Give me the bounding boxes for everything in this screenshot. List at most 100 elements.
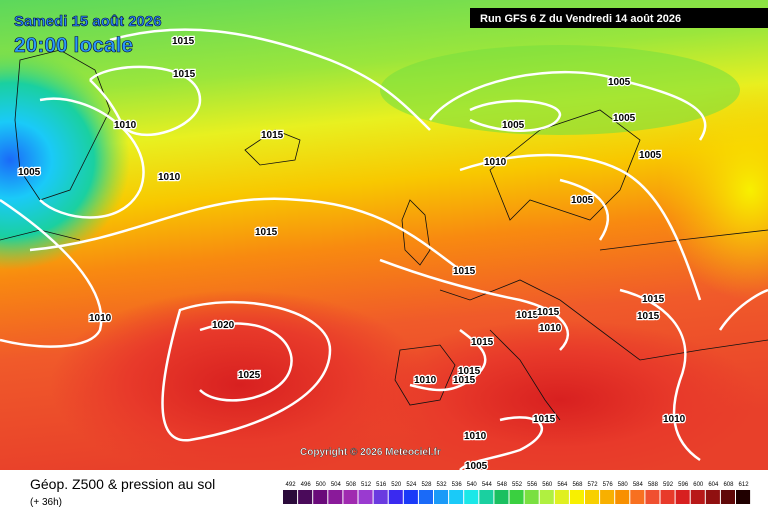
colorbar-label: 528 (421, 482, 432, 488)
colorbar-swatch (630, 490, 645, 504)
colorbar-label: 496 (301, 482, 312, 488)
colorbar-swatch (615, 490, 630, 504)
colorbar-label: 600 (693, 482, 704, 488)
isobar-label: 1015 (255, 227, 278, 238)
colorbar-label: 512 (361, 482, 372, 488)
colorbar-swatch (434, 490, 449, 504)
isobar-label: 1005 (18, 167, 41, 178)
colorbar-swatch (403, 490, 418, 504)
colorbar-label: 492 (286, 482, 297, 488)
run-info: Run GFS 6 Z du Vendredi 14 août 2026 (480, 13, 681, 25)
date-label: Samedi 15 août 2026 (14, 13, 162, 30)
isobar-label: 1015 (642, 294, 665, 305)
colorbar-swatch (388, 490, 403, 504)
colorbar-swatch (283, 490, 298, 504)
colorbar-swatch (736, 490, 751, 504)
isobar-label: 1010 (414, 375, 437, 386)
isobar-label: 1005 (608, 77, 631, 88)
colorbar-label: 532 (437, 482, 448, 488)
colorbar-swatch (524, 490, 539, 504)
colorbar-swatch (328, 490, 343, 504)
isobar-label: 1015 (172, 36, 195, 47)
isobar-label: 1015 (516, 310, 539, 321)
colorbar-label: 564 (557, 482, 568, 488)
isobar-label: 1005 (465, 461, 488, 472)
colorbar-swatch (539, 490, 554, 504)
colorbar-label: 544 (482, 482, 493, 488)
colorbar-label: 556 (527, 482, 538, 488)
colorbar-label: 500 (316, 482, 327, 488)
isobar-label: 1015 (471, 337, 494, 348)
copyright: Copyright © 2026 Meteociel.fr (300, 447, 441, 458)
colorbar-swatch (705, 490, 720, 504)
colorbar-label: 580 (618, 482, 629, 488)
colorbar-swatch (600, 490, 615, 504)
colorbar-swatch (343, 490, 358, 504)
colorbar-label: 508 (346, 482, 357, 488)
isobar-label: 1020 (212, 320, 235, 331)
isobar-label: 1010 (663, 414, 686, 425)
colorbar-label: 608 (723, 482, 734, 488)
colorbar-swatch (554, 490, 569, 504)
footer-lead: (+ 36h) (30, 497, 62, 508)
isobar-label: 1025 (238, 370, 261, 381)
colorbar-label: 604 (708, 482, 719, 488)
colorbar-label: 520 (391, 482, 402, 488)
colorbar-swatch (464, 490, 479, 504)
map-background (0, 0, 768, 480)
colorbar-label: 548 (497, 482, 508, 488)
colorbar-swatch (660, 490, 675, 504)
colorbar-label: 612 (739, 482, 750, 488)
colorbar-swatch (418, 490, 433, 504)
colorbar-swatch (298, 490, 313, 504)
isobar-label: 1015 (537, 307, 560, 318)
colorbar-swatch (479, 490, 494, 504)
colorbar-swatch (675, 490, 690, 504)
colorbar-label: 568 (572, 482, 583, 488)
colorbar-swatch (358, 490, 373, 504)
colorbar-swatch (585, 490, 600, 504)
isobar-label: 1015 (453, 375, 476, 386)
isobar-label: 1015 (637, 311, 660, 322)
colorbar-label: 560 (542, 482, 553, 488)
colorbar-label: 540 (467, 482, 478, 488)
colorbar-swatch (720, 490, 735, 504)
footer-title: Géop. Z500 & pression au sol (30, 476, 215, 492)
isobar-label: 1005 (639, 150, 662, 161)
isobar-label: 1010 (158, 172, 181, 183)
isobar-label: 1015 (453, 266, 476, 277)
colorbar-swatch (569, 490, 584, 504)
isobar-label: 1005 (613, 113, 636, 124)
isobar-label: 1015 (458, 366, 481, 377)
isobar-label: 1010 (539, 323, 562, 334)
colorbar-label: 516 (376, 482, 387, 488)
colorbar-label: 524 (406, 482, 417, 488)
isobar-label: 1010 (464, 431, 487, 442)
isobar-label: 1005 (571, 195, 594, 206)
colorbar-swatch (313, 490, 328, 504)
isobars (0, 28, 768, 471)
isobar-label: 1010 (484, 157, 507, 168)
colorbar-label: 592 (663, 482, 674, 488)
colorbar-label: 588 (648, 482, 659, 488)
colorbar-label: 584 (633, 482, 644, 488)
isobar-label: 1015 (173, 69, 196, 80)
colorbar-swatch (690, 490, 705, 504)
colorbar-label: 552 (512, 482, 523, 488)
time-label: 20:00 locale (14, 34, 133, 57)
colorbar-label: 572 (588, 482, 599, 488)
colorbar-swatch (449, 490, 464, 504)
coastlines (0, 49, 768, 421)
colorbar-label: 576 (603, 482, 614, 488)
colorbar-swatch (373, 490, 388, 504)
colorbar-label: 536 (452, 482, 463, 488)
isobar-label: 1015 (533, 414, 556, 425)
isobar-label: 1010 (89, 313, 112, 324)
colorbar-swatch (494, 490, 509, 504)
colorbar-swatch (645, 490, 660, 504)
isobar-label: 1005 (502, 120, 525, 131)
colorbar-label: 504 (331, 482, 342, 488)
colorbar-label: 596 (678, 482, 689, 488)
